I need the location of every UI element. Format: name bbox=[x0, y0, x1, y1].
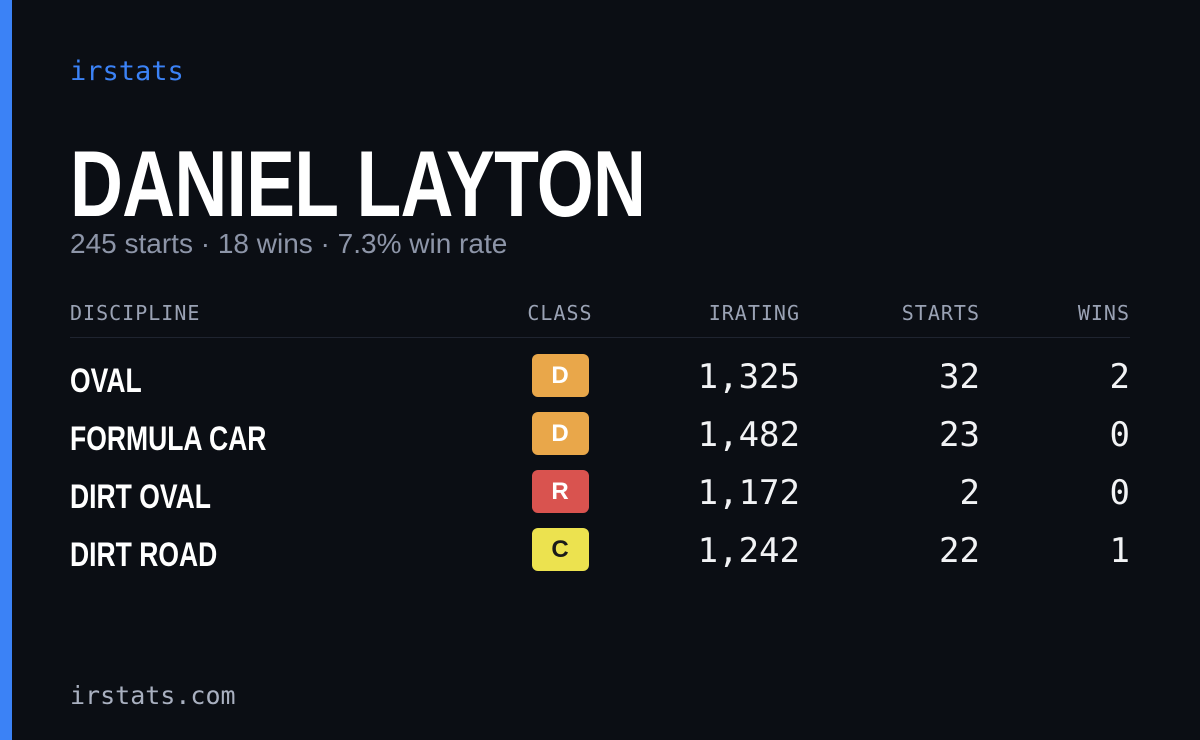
wins: 1 bbox=[1109, 531, 1130, 571]
player-name: DANIEL LAYTON bbox=[70, 131, 646, 236]
discipline: OVAL bbox=[70, 362, 142, 400]
starts: 32 bbox=[939, 357, 980, 397]
starts: 23 bbox=[939, 415, 980, 455]
column-header: STARTS bbox=[901, 301, 980, 325]
column-header: CLASS bbox=[527, 301, 593, 325]
column-header: DISCIPLINE bbox=[70, 301, 201, 325]
starts: 2 bbox=[959, 473, 980, 513]
class-badge: D bbox=[531, 412, 589, 455]
summary: 245 starts · 18 wins · 7.3% win rate bbox=[70, 228, 508, 259]
irating: 1,172 bbox=[697, 473, 800, 513]
column-header: IRATING bbox=[708, 301, 800, 325]
footer: irstats.com bbox=[70, 681, 236, 710]
wins: 2 bbox=[1109, 357, 1130, 397]
discipline: FORMULA CAR bbox=[70, 420, 267, 458]
class-badge: R bbox=[531, 470, 589, 513]
accent-bar bbox=[0, 0, 12, 740]
wins: 0 bbox=[1109, 473, 1130, 513]
header-rule bbox=[70, 337, 1130, 338]
class-badge: D bbox=[531, 354, 589, 397]
irating: 1,482 bbox=[697, 415, 800, 455]
wins: 0 bbox=[1109, 415, 1130, 455]
discipline: DIRT ROAD bbox=[70, 536, 218, 574]
irating: 1,242 bbox=[697, 531, 800, 571]
discipline: DIRT OVAL bbox=[70, 478, 211, 516]
starts: 22 bbox=[939, 531, 980, 571]
irating: 1,325 bbox=[697, 357, 800, 397]
column-header: WINS bbox=[1077, 301, 1130, 325]
brand: irstats bbox=[70, 56, 184, 87]
class-badge: C bbox=[531, 528, 589, 571]
